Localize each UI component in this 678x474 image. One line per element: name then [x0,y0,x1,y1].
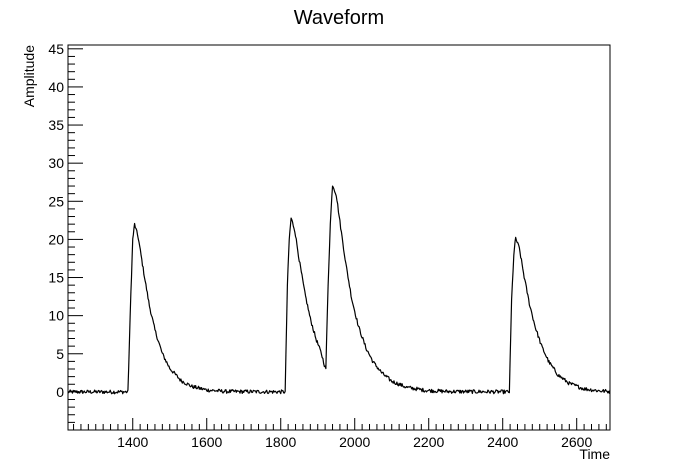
x-tick-label: 2400 [487,434,518,450]
x-axis: 1400 1600 1800 2000 2200 2400 2600 [73,418,607,450]
chart-title: Waveform [294,7,384,29]
x-tick-label: 2000 [339,434,370,450]
y-tick-label: 25 [48,193,64,209]
x-tick-label: 2200 [413,434,444,450]
y-tick-label: 30 [48,155,64,171]
x-tick-label: 1600 [191,434,222,450]
y-tick-label: 10 [48,308,64,324]
y-tick-label: 40 [48,79,64,95]
x-tick-label: 2600 [561,434,592,450]
y-axis: 0 5 10 15 20 25 30 35 40 45 [48,41,83,431]
y-axis-title: Amplitude [21,45,37,107]
plot-frame [67,44,611,431]
y-tick-label: 0 [56,384,64,400]
waveform-series-line [67,185,611,395]
x-tick-label: 1800 [265,434,296,450]
x-axis-title: Time [579,446,610,462]
y-tick-label: 5 [56,346,64,362]
y-tick-label: 20 [48,231,64,247]
y-tick-label: 45 [48,41,64,57]
y-tick-label: 35 [48,117,64,133]
x-tick-label: 1400 [117,434,148,450]
y-tick-label: 15 [48,270,64,286]
